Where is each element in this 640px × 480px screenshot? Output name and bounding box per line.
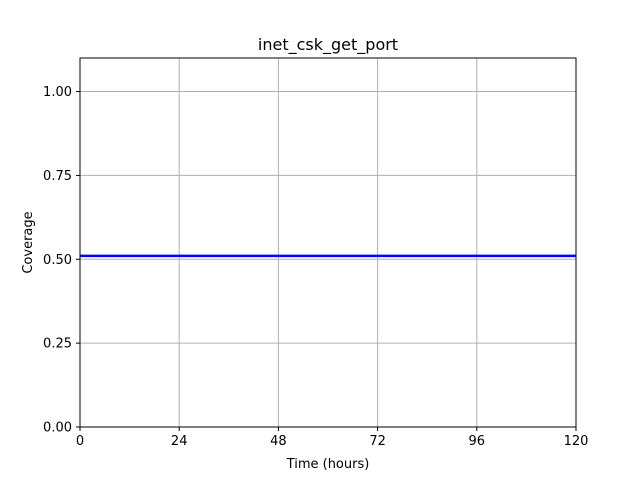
x-tick-label: 24 [171, 434, 188, 449]
x-axis-ticks: 0 24 48 72 96 120 [76, 427, 589, 449]
y-tick-label: 0.50 [43, 253, 72, 268]
y-tick-label: 0.75 [43, 169, 72, 184]
y-tick-label: 1.00 [43, 85, 72, 100]
y-axis-label: Coverage [21, 211, 36, 273]
plot-frame [79, 57, 577, 428]
x-tick-label: 96 [469, 434, 486, 449]
x-tick-label: 48 [270, 434, 287, 449]
y-tick-label: 0.25 [43, 337, 72, 352]
chart-title: inet_csk_get_port [258, 35, 398, 55]
x-tick-label: 72 [369, 434, 386, 449]
x-tick-label: 0 [76, 434, 84, 449]
x-tick-label: 120 [564, 434, 589, 449]
y-tick-label: 0.00 [43, 421, 72, 436]
x-axis-label: Time (hours) [286, 457, 370, 472]
y-axis-ticks: 0.00 0.25 0.50 0.75 1.00 [43, 85, 80, 436]
